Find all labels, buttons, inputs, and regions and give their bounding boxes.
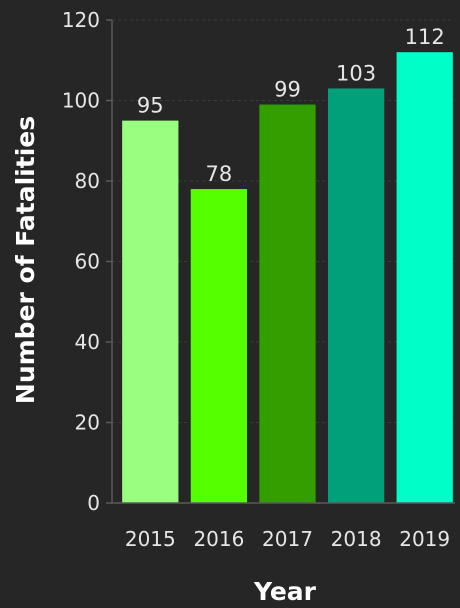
data-label-2018: 103 (336, 61, 376, 85)
y-tick-label: 40 (75, 330, 100, 354)
axes: 0 20 40 60 80 100 120 2015 2016 2017 2018 2019 (62, 8, 455, 551)
data-label-2015: 95 (137, 94, 164, 118)
y-tick-label: 60 (75, 250, 100, 274)
data-labels: 95 78 99 103 112 (137, 25, 445, 186)
x-tick-label-2016: 2016 (193, 527, 244, 551)
bar-2018 (327, 88, 385, 504)
x-tick-label-2017: 2017 (262, 527, 313, 551)
x-tick-label-2015: 2015 (125, 527, 176, 551)
y-axis-title: Number of Fatalities (11, 116, 40, 404)
bar-2017 (259, 104, 316, 504)
data-label-2017: 99 (274, 78, 301, 102)
x-tick-label-2019: 2019 (399, 527, 450, 551)
x-axis-title: Year (253, 577, 317, 606)
x-tick-label-2018: 2018 (331, 527, 382, 551)
y-tick-label: 0 (87, 491, 100, 515)
y-tick-label: 80 (75, 169, 100, 193)
bar-2016 (190, 189, 248, 504)
data-label-2016: 78 (206, 162, 233, 186)
y-tick-label: 100 (62, 89, 100, 113)
bar-2015 (122, 120, 179, 503)
data-label-2019: 112 (405, 25, 445, 49)
y-tick-label: 20 (75, 411, 100, 435)
y-tick-label: 120 (62, 8, 100, 32)
bars (122, 52, 453, 504)
bar-2019 (396, 52, 453, 503)
